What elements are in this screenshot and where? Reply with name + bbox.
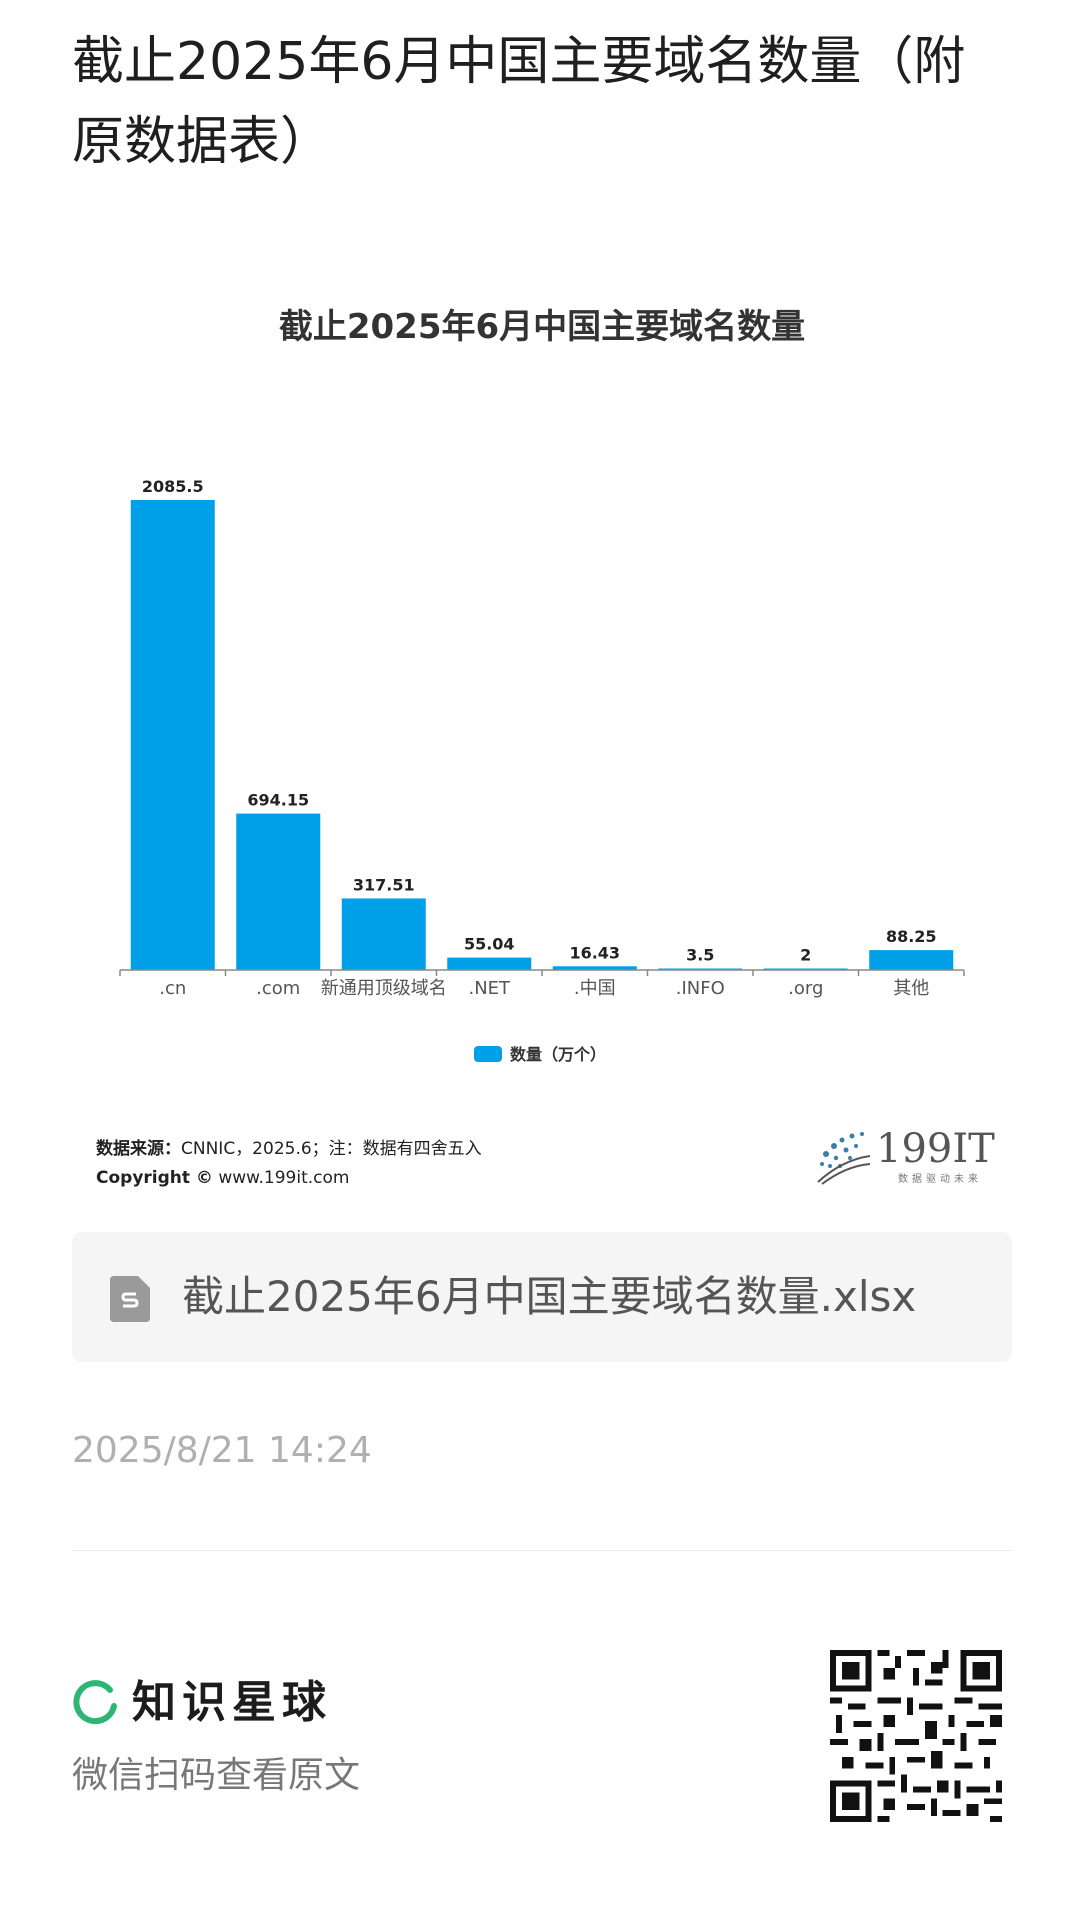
x-tick-label: .INFO	[676, 978, 725, 999]
bar-value-label: 317.51	[353, 875, 415, 894]
qr-code-icon[interactable]	[830, 1650, 1002, 1822]
bar-3	[447, 957, 532, 970]
x-tick-label: .NET	[468, 978, 511, 999]
source-text: CNNIC，2025.6；注：数据有四舍五入	[181, 1139, 482, 1159]
zsxq-logo-icon	[73, 1680, 117, 1725]
x-tick-label: 新通用顶级域名	[321, 978, 447, 999]
logo-text: 199IT	[876, 1126, 995, 1172]
bar-value-label: 2085.5	[142, 477, 204, 496]
x-tick-label: .com	[256, 978, 300, 999]
copyright-site: www.199it.com	[212, 1168, 350, 1188]
bar-4	[552, 966, 637, 970]
bar-1	[236, 813, 321, 970]
bar-value-label: 2	[800, 946, 811, 965]
bar-value-label: 694.15	[247, 791, 309, 810]
x-tick-label: .cn	[159, 978, 186, 999]
logo-199it: 199IT 数据驱动未来	[817, 1126, 995, 1185]
attachment-card[interactable]: 截止2025年6月中国主要域名数量.xlsx	[72, 1232, 1012, 1362]
legend-swatch	[474, 1046, 502, 1062]
legend-label: 数量（万个）	[510, 1045, 606, 1064]
x-tick-label: 其他	[893, 978, 929, 999]
chart-source: 数据来源：CNNIC，2025.6；注：数据有四舍五入 Copyright © …	[96, 1135, 482, 1193]
copyright-label: Copyright ©	[96, 1168, 213, 1188]
chart-title: 截止2025年6月中国主要域名数量	[279, 307, 805, 347]
bar-value-label: 16.43	[569, 943, 620, 962]
logo-tagline: 数据驱动未来	[898, 1172, 982, 1185]
divider	[72, 1550, 1012, 1551]
chart-card: 截止2025年6月中国主要域名数量 2085.5 694.15 317.51 55.0…	[72, 280, 1012, 1210]
bar-value-label: 55.04	[464, 935, 515, 954]
bar-2	[341, 898, 426, 970]
x-tick-label: .中国	[574, 978, 616, 999]
spreadsheet-file-icon	[110, 1276, 150, 1322]
bar-value-label: 88.25	[886, 927, 937, 946]
attachment-file-name: 截止2025年6月中国主要域名数量.xlsx	[182, 1272, 917, 1321]
chart-legend: 数量（万个）	[474, 1045, 606, 1064]
bar-0	[130, 500, 215, 970]
post-date: 2025/8/21 14:24	[72, 1430, 372, 1471]
source-label: 数据来源：	[96, 1139, 181, 1159]
bars-group: 2085.5 694.15 317.51 55.04 16.43 3.5 2 88.25	[130, 477, 954, 970]
x-axis: .cn .com 新通用顶级域名 .NET .中国 .INFO .org 其他	[119, 969, 965, 999]
bar-7	[869, 950, 954, 970]
bar-chart: 截止2025年6月中国主要域名数量 2085.5 694.15 317.51 55.0…	[119, 307, 965, 1064]
x-tick-label: .org	[788, 978, 823, 999]
bar-value-label: 3.5	[686, 946, 714, 965]
scan-hint: 微信扫码查看原文	[72, 1755, 361, 1796]
post-title: 截止2025年6月中国主要域名数量（附原数据表）	[72, 32, 966, 172]
brand-name: 知识星球	[132, 1677, 332, 1728]
